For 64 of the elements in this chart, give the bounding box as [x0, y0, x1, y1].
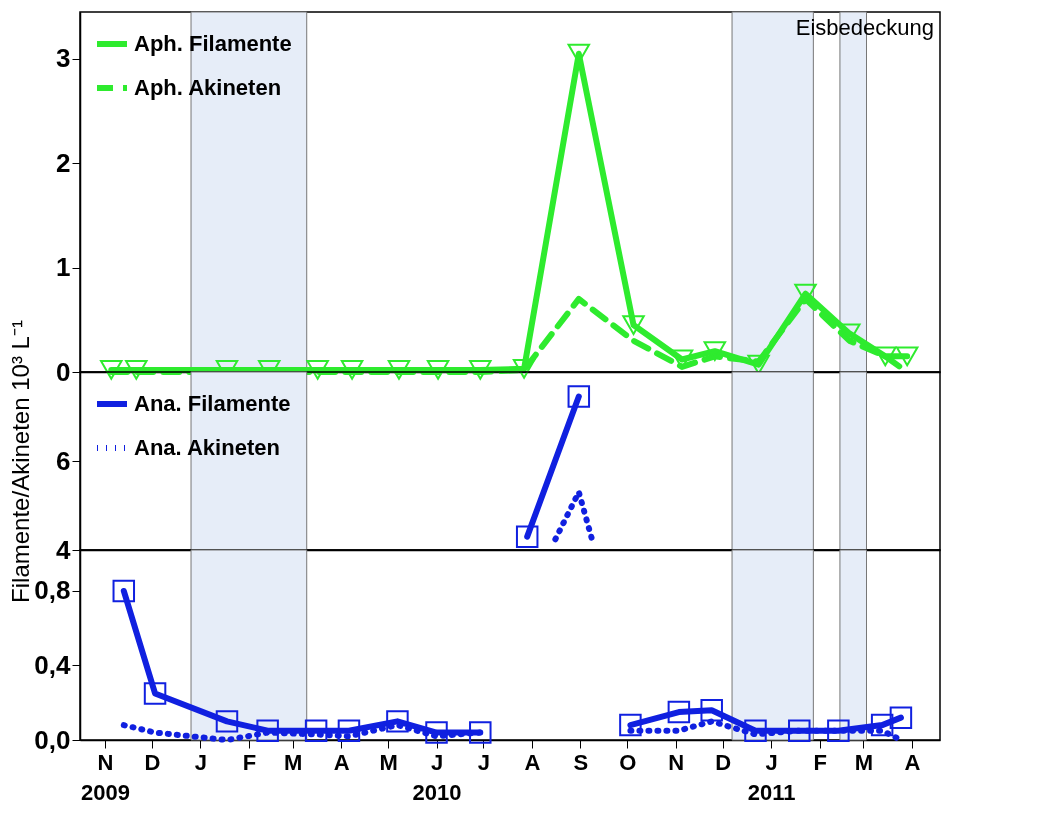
x-tick-label: J 2010: [412, 749, 462, 805]
point: [256, 719, 279, 742]
point: [670, 349, 694, 370]
x-tick-label: A: [524, 749, 541, 775]
point: [895, 346, 919, 367]
point: [703, 341, 727, 361]
y-tick-label: 1: [56, 252, 71, 283]
point: [112, 579, 136, 603]
x-tick-label: S: [573, 749, 589, 775]
point: [306, 360, 329, 380]
point: [619, 713, 642, 737]
x-tick-label: D: [715, 749, 732, 775]
y-tick-label: 0,4: [34, 649, 72, 680]
point: [870, 713, 894, 737]
y-tick-label: 0,8: [34, 575, 71, 606]
point: [874, 346, 897, 367]
point: [622, 315, 645, 335]
x-tick-label: F: [242, 749, 257, 775]
point: [700, 698, 723, 722]
point: [469, 360, 492, 380]
x-tick-label: N: [668, 749, 685, 775]
point: [304, 719, 328, 742]
point: [469, 721, 492, 744]
y-tick-label: 6: [56, 445, 71, 476]
point: [340, 360, 364, 380]
point: [744, 719, 767, 742]
x-tick-label: O: [619, 749, 637, 775]
point: [387, 360, 411, 380]
point: [788, 719, 811, 742]
x-tick-label: A: [333, 749, 350, 775]
point: [386, 710, 409, 733]
y-tick-label: 2: [56, 147, 71, 178]
legend-label: Ana. Akineten: [134, 435, 280, 460]
x-tick-label: M: [854, 749, 874, 775]
point: [889, 706, 913, 729]
y-tick-label: 0: [56, 356, 71, 387]
y-axis-title: Filamente/Akineten 10³ L⁻¹: [7, 320, 35, 603]
x-tick-label: J: [477, 749, 491, 775]
x-tick-label: J 2011: [747, 749, 796, 805]
point: [215, 710, 239, 733]
point: [512, 359, 536, 379]
x-tick-label: J: [194, 749, 208, 775]
x-tick-label: N 2009: [81, 749, 130, 805]
legend-label: Aph. Akineten: [134, 75, 282, 100]
point: [425, 721, 448, 744]
x-tick-label: M: [283, 749, 303, 775]
x-tick-label: A: [904, 749, 921, 775]
point: [100, 360, 123, 380]
x-tick-label: D: [144, 749, 161, 775]
point: [667, 700, 691, 724]
y-tick-label: 3: [56, 43, 71, 74]
point: [143, 682, 167, 705]
legend-label: Ana. Filamente: [134, 391, 291, 416]
x-tick-label: M: [379, 749, 398, 775]
legend-label: Aph. Filamente: [134, 31, 292, 56]
point: [426, 360, 450, 380]
point: [125, 360, 148, 380]
y-tick-label: 4: [56, 534, 72, 565]
point: [337, 719, 361, 742]
point: [827, 719, 850, 742]
annotation: Eisbedeckung: [795, 15, 934, 40]
x-tick-label: F: [813, 749, 827, 775]
y-tick-label: 0,0: [34, 724, 71, 755]
point: [794, 283, 817, 304]
